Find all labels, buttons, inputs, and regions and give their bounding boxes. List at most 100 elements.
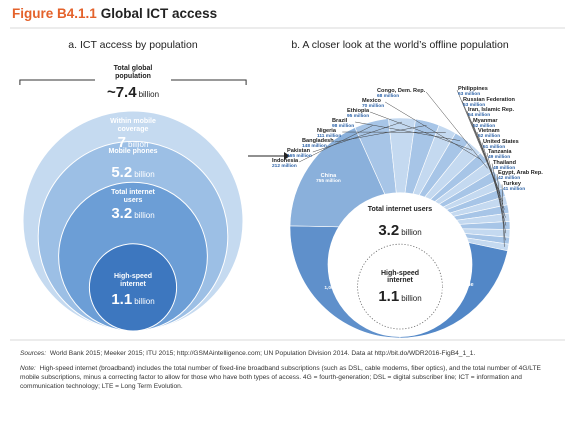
sources-label: Sources:	[20, 350, 47, 357]
leader-line	[384, 101, 482, 160]
slice-value: 111 million	[317, 134, 342, 140]
slice-name: Brazil	[332, 118, 348, 124]
slice-label: Egypt, Arab Rep. 42 million	[498, 170, 543, 181]
value-label: 3.2 billion	[378, 223, 421, 240]
slice-name: Myanmar	[473, 117, 498, 124]
slice-value: 52 million	[473, 123, 496, 129]
value: 1.1	[111, 291, 133, 309]
slice-name: Mexico	[362, 98, 381, 104]
slice-name: Tanzania	[488, 149, 512, 155]
slice-name: Turkey	[503, 180, 521, 187]
slice-label: Mexico 70 million	[362, 98, 384, 109]
unit: billion	[127, 140, 149, 149]
leader-line	[501, 184, 505, 247]
arrow-head	[284, 152, 290, 160]
slice-name: Indonesia	[272, 158, 299, 164]
figure-title: Figure B4.1.1 Global ICT access	[12, 6, 218, 22]
slice-name: Vietnam	[478, 128, 500, 134]
leader-line	[298, 125, 373, 163]
slice-label: India 1,063 million	[313, 280, 365, 291]
unit: billion	[401, 228, 422, 238]
slice-label: Nigeria 111 million	[317, 128, 341, 139]
leader-line	[425, 91, 488, 169]
total-label: Total global population	[113, 65, 153, 80]
unit: billion	[134, 170, 155, 180]
sources-text: World Bank 2015; Meeker 2015; ITU 2015; …	[49, 350, 476, 357]
slice-label: Iran, Islamic Rep. 54 million	[468, 107, 514, 118]
slice-name: United States	[483, 138, 519, 145]
slice-name: China	[320, 172, 337, 179]
circle-label: Mobile phones	[108, 148, 158, 156]
panel-title: a. ICT access by population	[68, 39, 198, 51]
unit: billion	[134, 297, 155, 307]
value-label: ~7.4 billion	[106, 84, 159, 102]
slice-name: Iran, Islamic Rep.	[468, 107, 515, 113]
slice-label: Vietnam 52 million	[478, 128, 500, 139]
slice-name: Pakistan	[287, 148, 311, 154]
note: Note: High-speed internet (broadband) in…	[20, 365, 556, 392]
sources: Sources: World Bank 2015; Meeker 2015; I…	[20, 350, 556, 359]
slice-label: Thailand 48 million	[493, 160, 516, 171]
slice-label: Ethiopia 95 million	[347, 108, 369, 119]
slice-value: 212 million	[272, 164, 297, 170]
slice-name: India	[332, 280, 346, 287]
leader-line	[334, 125, 427, 143]
notes: Sources: World Bank 2015; Meeker 2015; I…	[20, 350, 556, 398]
value: ~7.4	[106, 84, 137, 101]
slice-label: Brazil 98 million	[332, 118, 354, 129]
value: 1.1	[378, 287, 400, 305]
value: 3.2	[111, 205, 133, 223]
slice-value: 48 million	[493, 165, 516, 171]
note-text: High-speed internet (broadband) includes…	[20, 364, 541, 390]
circle-label: High-speed internet	[113, 273, 153, 289]
slice-name: Nigeria	[317, 128, 336, 134]
label-backdrop	[95, 64, 171, 98]
slice-name: Ethiopia	[347, 108, 370, 114]
slice-value: 148 million	[302, 144, 327, 150]
slice-label: Indonesia 212 million	[272, 158, 298, 169]
internet-circle	[327, 192, 473, 337]
leader-line	[486, 152, 507, 226]
slice-value: 755 million	[316, 178, 341, 184]
leader-line	[312, 121, 403, 153]
slice-value: 51 million	[483, 144, 506, 150]
slice-value: 42 million	[498, 176, 521, 182]
note-label: Note:	[20, 364, 36, 372]
figure-label: Figure B4.1.1	[12, 6, 97, 21]
slice-label: Congo, Dem. Rep. 68 million	[377, 88, 425, 99]
population-circle	[88, 243, 178, 332]
value-label: 5.2 billion	[111, 165, 154, 182]
value-label: 1.1 billion	[378, 287, 421, 306]
slice-name: Bangladesh	[302, 138, 334, 144]
value-label: 1.1 billion	[111, 292, 154, 309]
slice-value: 68 million	[377, 94, 400, 100]
figure-title-text: Global ICT access	[100, 6, 218, 21]
slice-value: 63 million	[458, 92, 481, 98]
value: 3.2	[378, 222, 400, 240]
value: 5.2	[111, 164, 133, 182]
value-label: 3.2 billion	[111, 206, 154, 223]
center-label: Total internet users	[367, 206, 433, 214]
leader-line	[481, 142, 506, 218]
slice-value: 41 million	[503, 186, 526, 192]
value-label: 7 billion	[117, 134, 149, 152]
slice-value: 95 million	[347, 114, 370, 120]
slice-label: China 755 million	[302, 173, 354, 184]
slice-label: Tanzania 49 million	[488, 149, 512, 160]
circle-label: Within mobile coverage	[110, 118, 156, 133]
slice-name: Egypt, Arab Rep.	[498, 170, 543, 176]
slice-value: 53 million	[463, 102, 486, 108]
slice-label: Russian Federation 53 million	[463, 97, 515, 108]
slice-label: Turkey 41 million	[503, 181, 525, 192]
high-speed-circle	[357, 243, 443, 330]
slice-label: Bangladesh 148 million	[302, 138, 334, 149]
slice-value: 1,063 million	[324, 286, 354, 292]
leader-line	[456, 89, 494, 178]
slice-value: 49 million	[488, 155, 511, 161]
slice-label: Pakistan 165 million	[287, 148, 312, 159]
slice-value: 52 million	[478, 134, 501, 140]
leader-line	[355, 121, 461, 141]
value: 7	[117, 134, 126, 151]
